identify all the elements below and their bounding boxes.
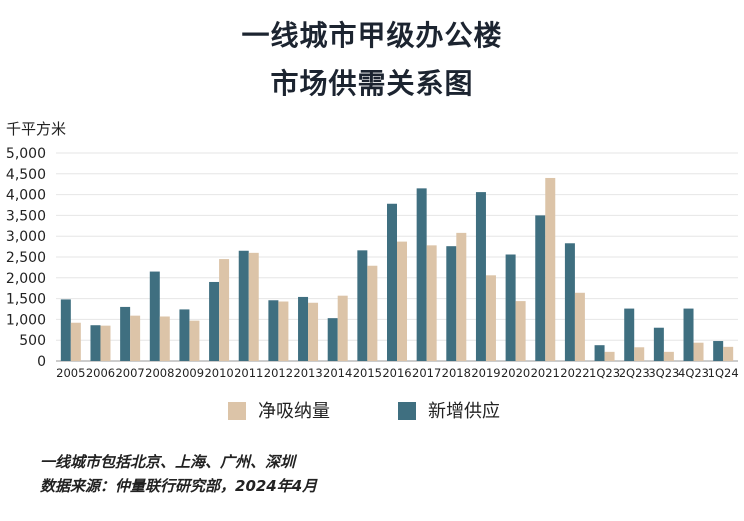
x-tick-label: 1Q24 bbox=[708, 366, 739, 380]
bar-supply bbox=[713, 341, 724, 361]
legend-label-absorption: 净吸纳量 bbox=[258, 401, 330, 422]
bar-absorption bbox=[693, 342, 704, 361]
x-tick-label: 2010 bbox=[204, 366, 233, 380]
bar-absorption bbox=[545, 177, 556, 361]
footnote-cities: 一线城市包括北京、上海、广州、深圳 bbox=[40, 453, 296, 471]
legend-item-absorption: 净吸纳量 bbox=[228, 397, 330, 423]
bar-absorption bbox=[485, 275, 496, 361]
y-tick-label: 2,000 bbox=[6, 271, 46, 287]
legend-swatch-supply bbox=[398, 402, 416, 420]
x-tick-label: 2Q23 bbox=[619, 366, 650, 380]
legend-swatch-absorption bbox=[228, 402, 246, 420]
x-tick-label: 2020 bbox=[501, 366, 530, 380]
bar-absorption bbox=[634, 347, 645, 361]
y-tick-label: 1,500 bbox=[6, 292, 46, 308]
bar-supply bbox=[90, 325, 101, 361]
x-tick-label: 2011 bbox=[234, 366, 263, 380]
x-tick-label: 2012 bbox=[264, 366, 293, 380]
chart-title-line2: 市场供需关系图 bbox=[270, 67, 474, 100]
bar-supply bbox=[594, 345, 605, 361]
bar-absorption bbox=[574, 292, 585, 361]
bar-absorption bbox=[367, 265, 378, 361]
y-axis-unit-label: 千平方米 bbox=[6, 120, 67, 138]
y-tick-label: 0 bbox=[37, 354, 46, 370]
bar-absorption bbox=[219, 259, 230, 361]
footnotes: 一线城市包括北京、上海、广州、深圳 数据来源：仲量联行研究部，2024年4月 bbox=[40, 450, 317, 498]
x-tick-label: 2013 bbox=[293, 366, 322, 380]
chart-title-line1: 一线城市甲级办公楼 bbox=[241, 19, 503, 52]
bar-supply bbox=[238, 250, 249, 361]
bar-supply bbox=[179, 309, 190, 361]
bar-absorption bbox=[130, 315, 141, 361]
x-tick-label: 2021 bbox=[531, 366, 560, 380]
x-tick-label: 3Q23 bbox=[648, 366, 679, 380]
x-tick-label: 2015 bbox=[353, 366, 382, 380]
bar-supply bbox=[298, 296, 309, 361]
bar-absorption bbox=[515, 301, 526, 361]
legend-label-supply: 新增供应 bbox=[428, 401, 500, 422]
y-tick-label: 4,500 bbox=[6, 167, 46, 183]
footnote-source: 数据来源：仲量联行研究部，2024年4月 bbox=[40, 477, 318, 495]
bar-absorption bbox=[100, 325, 111, 361]
bar-absorption bbox=[189, 320, 200, 361]
y-tick-label: 3,500 bbox=[6, 208, 46, 224]
y-tick-label: 2,500 bbox=[6, 250, 46, 266]
legend-item-supply: 新增供应 bbox=[398, 397, 500, 423]
x-tick-label: 1Q23 bbox=[589, 366, 620, 380]
x-tick-label: 2019 bbox=[471, 366, 500, 380]
bar-absorption bbox=[308, 302, 319, 361]
bar-supply bbox=[60, 299, 71, 361]
bar-supply bbox=[327, 318, 338, 361]
bar-supply bbox=[149, 271, 160, 361]
bar-absorption bbox=[248, 252, 259, 361]
bar-supply bbox=[446, 246, 457, 361]
y-tick-label: 3,000 bbox=[6, 229, 46, 245]
y-tick-label: 5,000 bbox=[6, 146, 46, 162]
bar-absorption bbox=[397, 241, 407, 361]
bar-absorption bbox=[663, 351, 674, 361]
bar-supply bbox=[120, 306, 131, 361]
y-tick-label: 4,000 bbox=[6, 188, 46, 204]
bar-absorption bbox=[604, 351, 615, 361]
bar-absorption bbox=[723, 346, 734, 361]
x-tick-label: 4Q23 bbox=[678, 366, 709, 380]
x-tick-label: 2014 bbox=[323, 366, 352, 380]
bar-supply bbox=[564, 243, 575, 361]
bar-absorption bbox=[70, 322, 81, 361]
x-tick-label: 2006 bbox=[86, 366, 115, 380]
x-tick-label: 2022 bbox=[560, 366, 589, 380]
bar-supply bbox=[653, 327, 664, 361]
bar-supply bbox=[624, 308, 635, 361]
x-tick-label: 2008 bbox=[145, 366, 174, 380]
y-tick-label: 1,000 bbox=[6, 312, 46, 328]
bar-absorption bbox=[456, 232, 467, 361]
x-tick-label: 2009 bbox=[175, 366, 204, 380]
bar-absorption bbox=[278, 301, 289, 361]
bar-supply bbox=[475, 192, 486, 361]
bar-supply bbox=[505, 254, 516, 361]
x-tick-label: 2016 bbox=[382, 366, 411, 380]
x-tick-label: 2018 bbox=[442, 366, 471, 380]
x-tick-label: 2017 bbox=[412, 366, 441, 380]
bar-absorption bbox=[337, 295, 348, 361]
bar-supply bbox=[535, 215, 546, 361]
bar-supply bbox=[268, 300, 279, 361]
bar-supply bbox=[357, 250, 368, 361]
x-tick-label: 2005 bbox=[56, 366, 85, 380]
x-tick-label: 2007 bbox=[115, 366, 144, 380]
bar-supply bbox=[683, 308, 694, 361]
bar-supply bbox=[416, 188, 427, 361]
bar-supply bbox=[387, 203, 397, 361]
bar-absorption bbox=[426, 245, 437, 361]
bar-absorption bbox=[159, 316, 170, 361]
bar-supply bbox=[209, 281, 220, 361]
y-tick-label: 500 bbox=[19, 333, 46, 349]
